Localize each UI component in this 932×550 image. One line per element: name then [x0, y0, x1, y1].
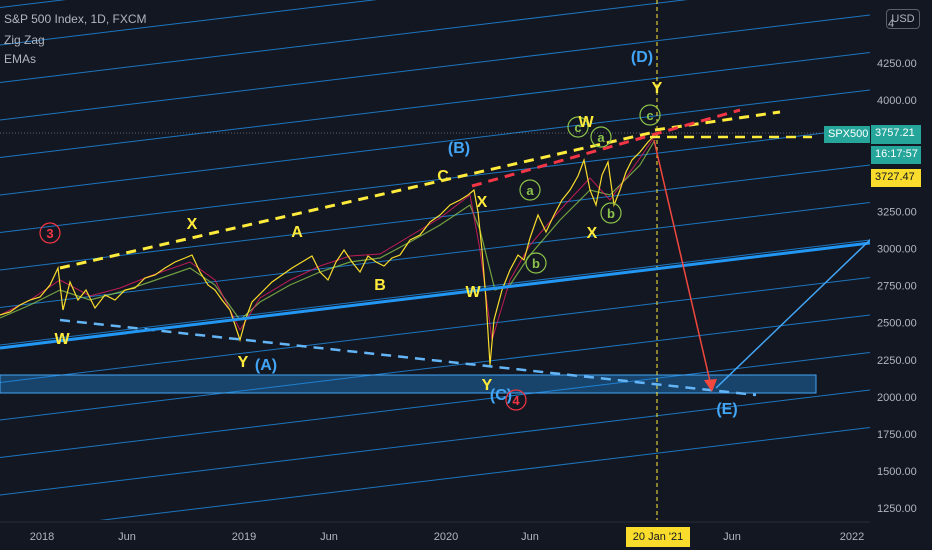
indicator-zigzag[interactable]: Zig Zag	[4, 33, 45, 47]
wave-label: Y	[482, 377, 493, 394]
price-tick: 1250.00	[877, 503, 917, 515]
price-tick: 2500.00	[877, 318, 917, 330]
channel-line	[99, 427, 870, 520]
channel-line	[0, 0, 67, 8]
wave-label: a	[526, 183, 534, 198]
time-tick: Jun	[118, 531, 136, 543]
wave-label: C	[437, 168, 449, 185]
indicator-emas[interactable]: EMAs	[4, 52, 37, 66]
time-tick: Jun	[320, 531, 338, 543]
projection-up-line	[715, 238, 870, 389]
price-tick: 3250.00	[877, 206, 917, 218]
support-zone	[0, 374, 817, 394]
level-tag: 3727.47	[871, 169, 921, 187]
price-tick: 4250.00	[877, 58, 917, 70]
time-tick: 2019	[232, 531, 256, 543]
price-line	[0, 135, 655, 366]
wave-label: a	[597, 130, 605, 145]
wave-label: A	[291, 224, 303, 241]
symbol-title[interactable]: S&P 500 Index, 1D, FXCM	[4, 12, 147, 26]
channel-line	[0, 164, 870, 271]
channel-line	[0, 0, 688, 83]
wave-label: X	[187, 216, 198, 233]
wave-label: Y	[652, 80, 663, 97]
wave-label: (A)	[255, 357, 277, 374]
wave-label-circle	[567, 116, 589, 138]
wave-label: W	[578, 114, 594, 131]
wave-label: X	[587, 225, 598, 242]
wave-label: (B)	[448, 140, 470, 157]
channel-line	[0, 127, 870, 233]
last-price-tag: 3757.21	[871, 125, 921, 144]
symbol-tag: SPX500	[824, 126, 870, 143]
channel-line	[0, 352, 870, 458]
wave-label: c	[574, 120, 581, 135]
wave-label: 3	[46, 226, 53, 241]
price-tick: 4000.00	[877, 95, 917, 107]
price-tick: 1750.00	[877, 429, 917, 441]
time-tick: 2018	[30, 531, 54, 543]
projection-arrowhead	[704, 379, 717, 392]
wave-label: (C)	[490, 387, 512, 404]
channel-line	[0, 202, 870, 308]
channel-line	[0, 89, 870, 196]
channel-line	[0, 239, 870, 346]
channel-line	[0, 0, 378, 46]
channel-line	[0, 277, 870, 383]
price-tick: 2000.00	[877, 392, 917, 404]
countdown-tag: 16:17:57	[871, 146, 921, 164]
wave-label-circle	[590, 126, 612, 148]
channel-line	[0, 389, 870, 496]
channel-line	[0, 52, 870, 158]
price-tick: 2250.00	[877, 355, 917, 367]
wave-label: b	[607, 206, 615, 221]
wave-label-circle	[505, 389, 527, 411]
red-dashed-line	[471, 108, 741, 188]
wave-label: X	[477, 194, 488, 211]
price-axis: 44250.004000.003750.003500.003250.003000…	[870, 0, 932, 522]
price-tick: 3000.00	[877, 244, 917, 256]
wave-label: W	[465, 284, 481, 301]
time-tick: Jun	[723, 531, 741, 543]
projection-down-arrow	[653, 139, 713, 391]
currency-button[interactable]: USD	[886, 9, 920, 29]
cursor-date-tag: 20 Jan '21	[626, 527, 690, 547]
time-tick: Jun	[521, 531, 539, 543]
time-axis: 2018 Jun 2019 Jun 2020 Jun Jun 2022	[0, 521, 932, 550]
channel-line	[0, 14, 870, 121]
price-tick: 2750.00	[877, 281, 917, 293]
wave-label-circle	[519, 179, 541, 201]
time-tick: 2020	[434, 531, 458, 543]
wave-label: W	[54, 331, 70, 348]
wave-label-circle	[639, 104, 661, 126]
wave-label: B	[374, 277, 386, 294]
wave-label: 4	[512, 393, 520, 408]
channel-line	[0, 314, 870, 421]
lower-trend-dashed	[59, 318, 757, 397]
wave-label: (E)	[716, 401, 737, 418]
wave-label-circle	[600, 202, 622, 224]
main-trend-line	[0, 241, 870, 350]
wave-label-circle	[39, 222, 61, 244]
wave-label: b	[532, 256, 540, 271]
ema-fast-line	[0, 135, 656, 341]
wave-label: Y	[238, 354, 249, 371]
wave-label-circle	[525, 252, 547, 274]
price-tick: 1500.00	[877, 466, 917, 478]
wave-label: c	[646, 108, 653, 123]
parallel-channel	[0, 0, 870, 520]
time-tick: 2022	[840, 531, 864, 543]
price-tick-partial: 4	[888, 18, 894, 30]
wave-label: (D)	[631, 49, 653, 66]
